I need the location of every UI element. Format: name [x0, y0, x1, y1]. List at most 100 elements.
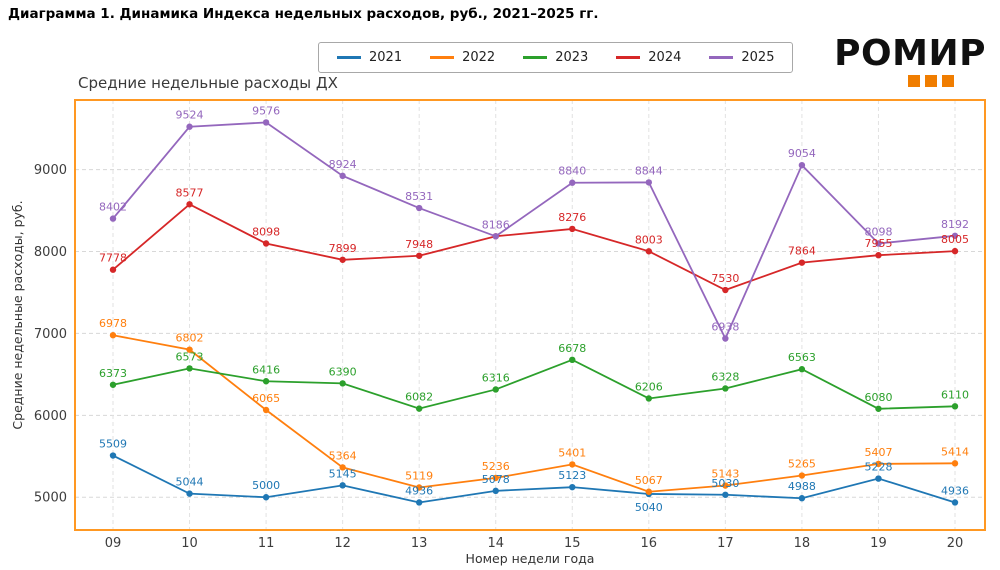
grid-layer — [75, 100, 985, 530]
point-label: 6416 — [252, 363, 280, 376]
point-label: 8098 — [252, 225, 280, 238]
series-line-2021 — [112, 454, 956, 504]
legend-item-2025: 2025 — [709, 50, 774, 65]
data-point — [415, 484, 423, 491]
data-point — [875, 460, 882, 468]
series-2024 — [109, 201, 959, 294]
point-label: 9524 — [176, 109, 204, 122]
series-line-2024 — [112, 203, 956, 291]
point-label: 8005 — [941, 233, 969, 246]
point-label: 6573 — [176, 350, 204, 363]
point-label: 4988 — [788, 480, 816, 493]
series-2021 — [109, 452, 959, 506]
data-point — [798, 472, 806, 479]
data-point — [569, 356, 576, 364]
x-tick-label: 18 — [794, 536, 811, 551]
data-point — [262, 406, 270, 414]
point-label: 7530 — [711, 272, 739, 285]
point-label: 8531 — [405, 190, 433, 203]
point-label: 8276 — [558, 211, 586, 224]
data-point — [339, 464, 346, 471]
data-point — [109, 332, 117, 339]
x-tick-label: 11 — [258, 536, 275, 551]
point-label: 5000 — [252, 479, 280, 492]
logo-square — [908, 75, 921, 87]
x-tick-label: 12 — [334, 536, 351, 551]
point-label: 7899 — [329, 242, 357, 255]
point-label: 6563 — [788, 351, 816, 364]
y-tick-label: 9000 — [34, 163, 67, 178]
legend-item-2022: 2022 — [430, 50, 495, 65]
point-label: 6390 — [329, 365, 357, 378]
data-point — [569, 179, 576, 186]
point-label: 4936 — [941, 484, 969, 497]
data-point — [109, 266, 117, 273]
x-tick-label: 19 — [870, 536, 887, 551]
logo-square — [925, 75, 938, 87]
data-point — [415, 204, 423, 212]
legend-item-2024: 2024 — [616, 50, 681, 65]
y-tick-label: 8000 — [34, 245, 67, 260]
point-label: 5364 — [329, 449, 357, 462]
data-point — [339, 256, 346, 263]
data-point — [951, 460, 959, 467]
point-label: 6206 — [635, 380, 663, 393]
legend-label: 2025 — [741, 50, 775, 65]
point-label: 5228 — [864, 461, 892, 474]
series-2023 — [109, 356, 959, 412]
point-label: 5030 — [711, 477, 739, 490]
series-line-2025 — [112, 121, 956, 341]
legend-swatch — [616, 56, 641, 59]
point-label: 7955 — [864, 237, 892, 250]
page-title: Диаграмма 1. Динамика Индекса недельных … — [8, 6, 599, 22]
data-point — [186, 490, 193, 497]
series-layer: 5509 5044 5000 5145 4936 5078 5123 5040 5030 4988… — [99, 104, 969, 514]
point-label: 7864 — [788, 245, 816, 258]
data-point — [109, 215, 117, 222]
point-label: 6328 — [711, 370, 739, 383]
data-point — [951, 403, 959, 410]
data-point — [415, 405, 423, 412]
data-point — [569, 461, 576, 468]
data-point — [875, 240, 882, 247]
data-point — [109, 381, 117, 388]
chart-title: Средние недельные расходы ДХ — [78, 74, 338, 92]
point-label: 8003 — [635, 233, 663, 246]
x-tick-label: 09 — [105, 536, 122, 551]
data-point — [569, 483, 576, 491]
data-point — [722, 491, 729, 498]
point-label: 5067 — [635, 474, 663, 487]
point-label: 5236 — [482, 460, 510, 473]
point-label: 5119 — [405, 469, 433, 482]
point-label: 9054 — [788, 147, 816, 160]
data-point — [722, 385, 729, 392]
data-point — [339, 380, 346, 387]
data-point — [339, 172, 346, 180]
point-label: 6082 — [405, 391, 433, 404]
data-point — [798, 259, 806, 266]
point-label: 6802 — [176, 332, 204, 345]
point-label: 5143 — [711, 468, 739, 481]
romir-logo: РОМИР — [834, 36, 986, 87]
point-label: 5123 — [558, 469, 586, 482]
point-label: 9576 — [252, 104, 280, 117]
legend-swatch — [430, 56, 455, 59]
x-tick-label: 20 — [947, 536, 964, 551]
logo-squares — [908, 75, 986, 87]
series-line-2022 — [112, 334, 956, 493]
point-label: 8402 — [99, 201, 127, 214]
data-point — [415, 499, 423, 506]
point-label: 8924 — [329, 158, 357, 171]
series-2022 — [109, 332, 959, 495]
data-point — [262, 494, 270, 501]
point-label: 6938 — [711, 321, 739, 334]
point-label: 8577 — [176, 186, 204, 199]
point-label: 7778 — [99, 252, 127, 265]
logo-square — [942, 75, 955, 87]
point-label: 5407 — [864, 446, 892, 459]
point-label: 6316 — [482, 371, 510, 384]
data-point — [492, 386, 499, 393]
legend: 2021 2022 2023 2024 2025 — [318, 42, 794, 73]
x-tick-label: 13 — [411, 536, 428, 551]
